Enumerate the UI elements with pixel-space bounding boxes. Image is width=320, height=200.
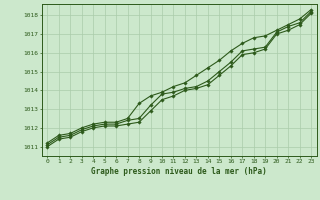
X-axis label: Graphe pression niveau de la mer (hPa): Graphe pression niveau de la mer (hPa) (91, 167, 267, 176)
